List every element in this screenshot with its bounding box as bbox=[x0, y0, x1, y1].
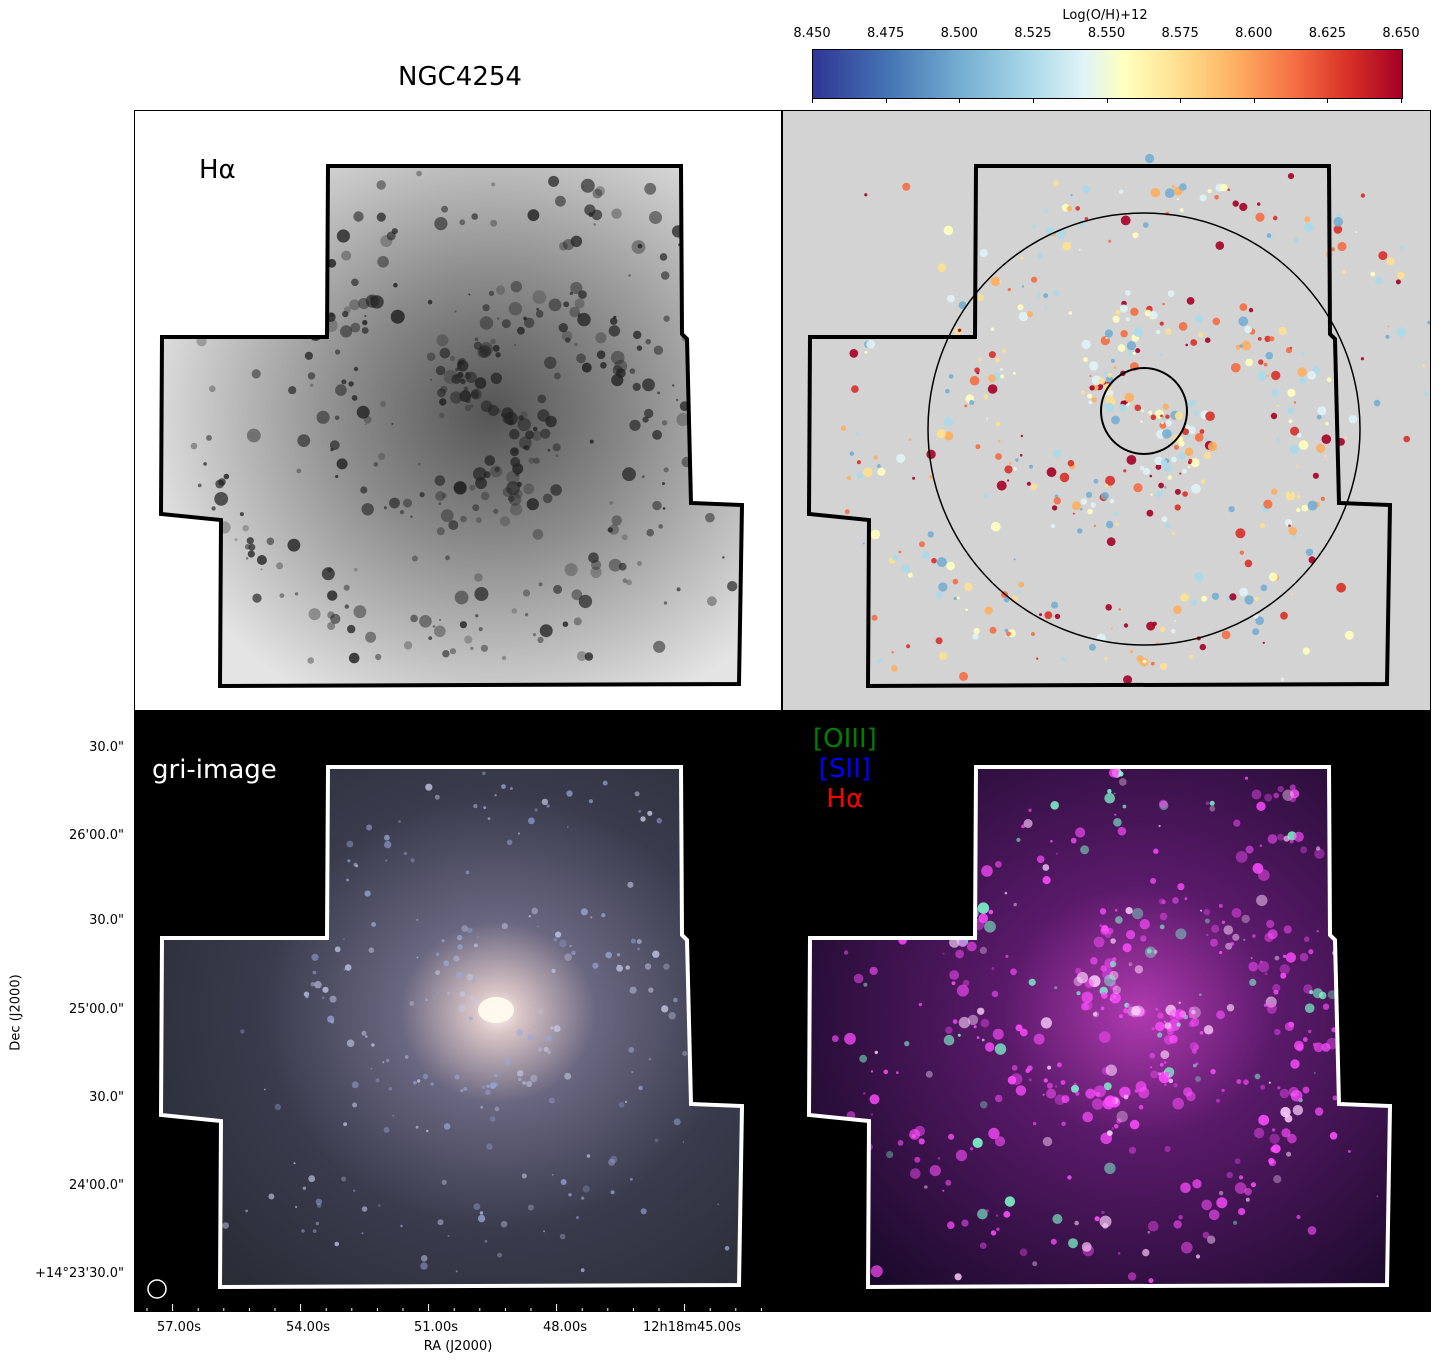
colorbar bbox=[812, 49, 1403, 99]
metallicity-map bbox=[806, 153, 1430, 689]
dec-tick-label: 25'00.0" bbox=[68, 1002, 124, 1017]
figure-title: NGC4254 bbox=[398, 62, 522, 92]
ra-tick-label: 54.00s bbox=[286, 1320, 330, 1335]
dec-axis-title: Dec (J2000) bbox=[8, 974, 24, 1051]
gri-stars bbox=[208, 767, 735, 1273]
halpha-label: Hα bbox=[199, 155, 236, 185]
dec-tick-label: +14°23'30.0" bbox=[35, 1266, 124, 1281]
dec-tick-label: 30.0" bbox=[89, 1090, 124, 1105]
colorbar-tick-label: 8.500 bbox=[940, 26, 978, 41]
ra-tick-label: 57.00s bbox=[157, 1320, 201, 1335]
colorbar-tick-label: 8.600 bbox=[1235, 26, 1273, 41]
legend-sii: [SII] bbox=[818, 754, 871, 784]
colorbar-tick-label: 8.650 bbox=[1382, 26, 1420, 41]
beam-circle bbox=[147, 1279, 167, 1299]
emission-knots bbox=[831, 767, 1390, 1284]
ra-axis-title: RA (J2000) bbox=[423, 1339, 493, 1354]
colorbar-tick bbox=[1253, 97, 1255, 103]
colorbar-tick bbox=[1106, 97, 1108, 103]
footprint-outline bbox=[158, 765, 745, 1290]
ra-tick-label: 12h18m45.00s bbox=[643, 1320, 741, 1335]
colorbar-tick bbox=[1401, 97, 1402, 103]
colorbar-label: Log(O/H)+12 bbox=[1062, 8, 1148, 23]
legend-oiii: [OIII] bbox=[813, 724, 877, 754]
halpha-panel: Hα bbox=[134, 110, 782, 711]
colorbar-tick bbox=[959, 97, 961, 103]
gri-label: gri-image bbox=[152, 755, 277, 785]
colorbar-tick bbox=[1032, 97, 1034, 103]
colorbar-tick bbox=[885, 97, 887, 103]
rgb-panel: [OIII] [SII] Hα bbox=[782, 711, 1431, 1312]
ra-tick-label: 51.00s bbox=[414, 1320, 458, 1335]
dec-tick-label: 30.0" bbox=[89, 913, 124, 928]
gri-panel: gri-image bbox=[134, 711, 782, 1312]
inner-ellipse bbox=[1100, 367, 1188, 455]
dec-tick-label: 26'00.0" bbox=[68, 828, 124, 843]
footprint-outline bbox=[806, 164, 1393, 689]
colorbar-tick-label: 8.625 bbox=[1308, 26, 1346, 41]
ra-tick-label: 48.00s bbox=[543, 1320, 587, 1335]
halpha-image bbox=[158, 164, 745, 689]
footprint-outline bbox=[158, 164, 745, 689]
hii-regions bbox=[840, 153, 1430, 685]
colorbar-tick bbox=[1180, 97, 1182, 103]
gri-image bbox=[146, 765, 762, 1311]
outer-ellipse bbox=[927, 212, 1361, 646]
channel-legend: [OIII] [SII] Hα bbox=[813, 724, 877, 814]
rgb-image bbox=[806, 765, 1393, 1290]
colorbar-tick-label: 8.575 bbox=[1161, 26, 1199, 41]
colorbar-tick-label: 8.475 bbox=[867, 26, 905, 41]
colorbar-tick bbox=[812, 97, 813, 103]
legend-halpha: Hα bbox=[826, 784, 864, 814]
dec-tick-label: 24'00.0" bbox=[68, 1178, 124, 1193]
footprint-outline bbox=[806, 765, 1393, 1290]
colorbar-tick-label: 8.550 bbox=[1087, 26, 1126, 41]
axis-ticks bbox=[146, 1304, 762, 1311]
metallicity-panel bbox=[782, 110, 1431, 711]
colorbar-tick bbox=[1327, 97, 1329, 103]
dec-tick-label: 30.0" bbox=[89, 740, 124, 755]
colorbar-tick-label: 8.450 bbox=[793, 26, 831, 41]
colorbar-tick-label: 8.525 bbox=[1014, 26, 1052, 41]
